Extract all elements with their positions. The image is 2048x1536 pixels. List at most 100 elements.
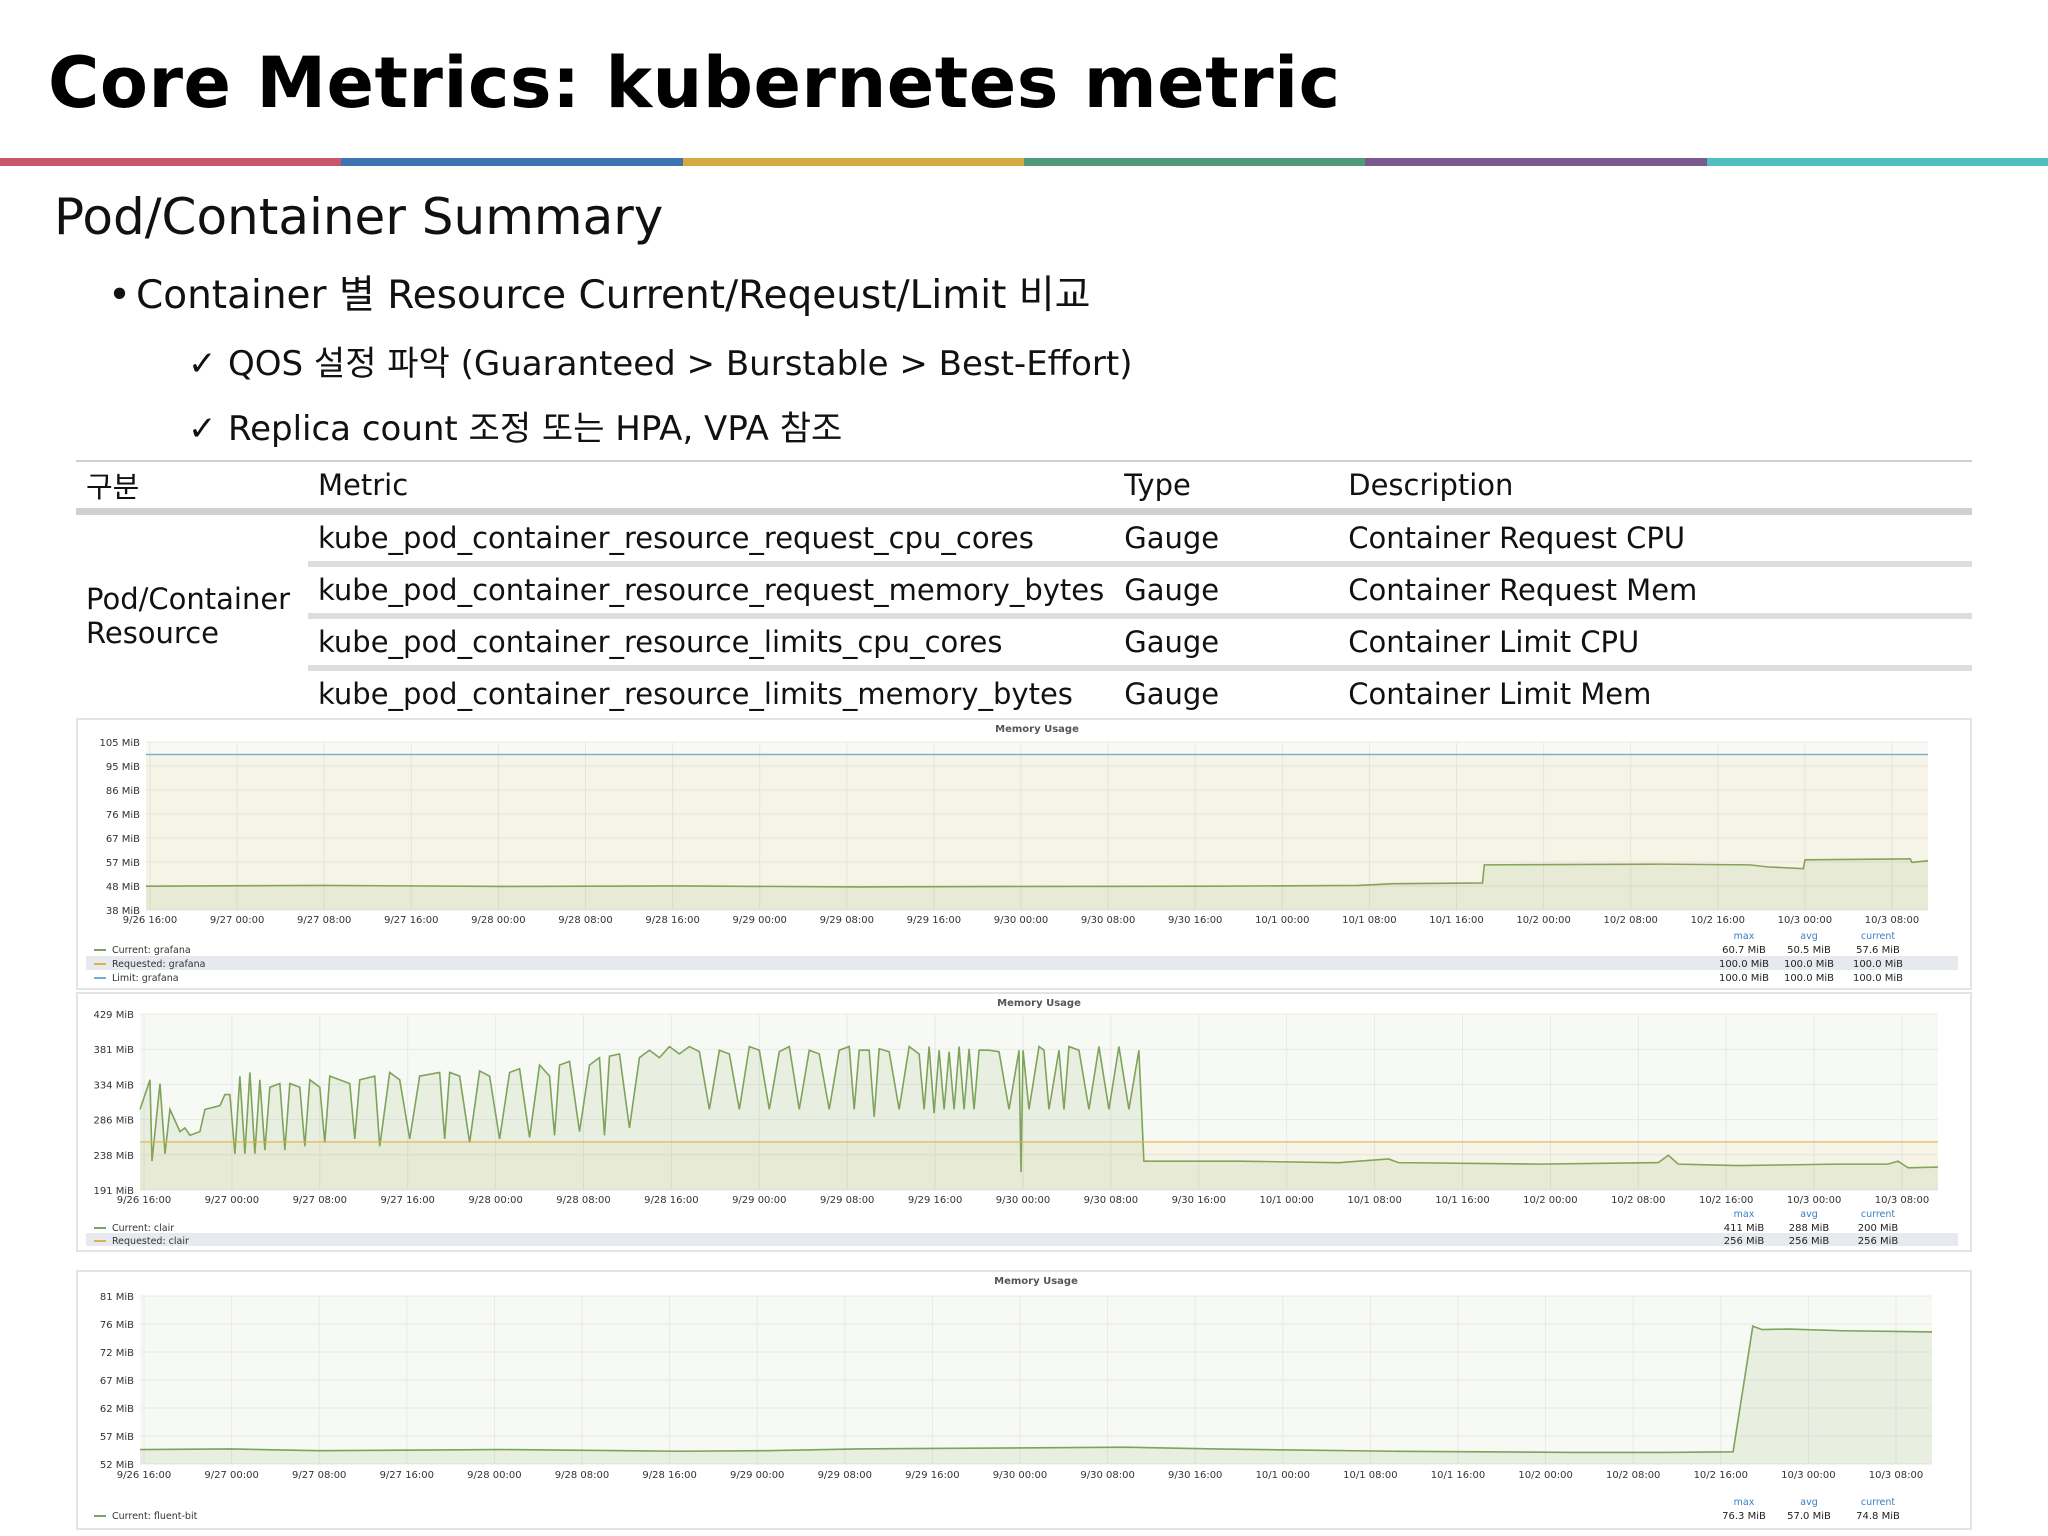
x-tick-label: 9/26 16:00 bbox=[117, 1470, 171, 1481]
chart-panel-grafana: Memory Usage 105 MiB 95 MiB 86 MiB 76 MiB 67 … bbox=[76, 718, 1972, 990]
y-tick-label: 381 MiB bbox=[93, 1045, 134, 1056]
description-cell: Container Request Mem bbox=[1338, 564, 1972, 619]
check-text: Replica count 조정 또는 HPA, VPA 참조 bbox=[228, 409, 843, 449]
legend-row-bg bbox=[86, 956, 1958, 970]
x-tick-label: 10/2 08:00 bbox=[1611, 1195, 1665, 1206]
legend-label: Limit: grafana bbox=[112, 973, 179, 984]
x-tick-label: 9/27 16:00 bbox=[380, 1470, 434, 1481]
x-tick-label: 9/30 08:00 bbox=[1084, 1195, 1138, 1206]
color-bar-segment-0 bbox=[0, 158, 342, 166]
x-tick-label: 10/2 00:00 bbox=[1518, 1470, 1572, 1481]
x-tick-label: 9/28 16:00 bbox=[642, 1470, 696, 1481]
check-item-qos: ✓ QOS 설정 파악 (Guaranteed > Burstable > Bes… bbox=[188, 336, 1132, 385]
stat-header: max bbox=[1734, 1497, 1755, 1508]
x-tick-label: 10/3 00:00 bbox=[1787, 1195, 1841, 1206]
series-area-requested bbox=[140, 1141, 1938, 1190]
x-tick-label: 9/27 00:00 bbox=[205, 1195, 259, 1206]
x-tick-label: 10/1 16:00 bbox=[1435, 1195, 1489, 1206]
type-cell: Gauge bbox=[1114, 616, 1339, 671]
y-tick-label: 67 MiB bbox=[106, 834, 140, 845]
table-row: kube_pod_container_resource_limits_memor… bbox=[76, 668, 1972, 717]
x-tick-label: 10/1 00:00 bbox=[1256, 1470, 1310, 1481]
legend-stat-value: 256 MiB bbox=[1789, 1236, 1830, 1247]
x-tick-label: 10/3 08:00 bbox=[1875, 1195, 1929, 1206]
legend-stat-value: 57.6 MiB bbox=[1856, 945, 1900, 956]
x-tick-label: 9/28 00:00 bbox=[467, 1470, 521, 1481]
description-cell: Container Limit Mem bbox=[1348, 677, 1652, 711]
x-tick-label: 9/29 08:00 bbox=[820, 1195, 874, 1206]
color-bar-segment-4 bbox=[1365, 158, 1707, 166]
x-tick-label: 9/29 08:00 bbox=[818, 1470, 872, 1481]
stat-header: current bbox=[1861, 1497, 1896, 1508]
x-tick-label: 10/1 08:00 bbox=[1347, 1195, 1401, 1206]
x-tick-label: 9/29 16:00 bbox=[907, 915, 961, 926]
x-tick-label: 10/2 16:00 bbox=[1699, 1195, 1753, 1206]
y-tick-label: 38 MiB bbox=[106, 906, 140, 917]
x-tick-label: 9/28 16:00 bbox=[644, 1195, 698, 1206]
x-tick-label: 9/29 16:00 bbox=[905, 1470, 959, 1481]
legend-stat-value: 256 MiB bbox=[1858, 1236, 1899, 1247]
x-tick-label: 9/29 08:00 bbox=[820, 915, 874, 926]
color-bar-segment-5 bbox=[1706, 158, 2048, 166]
check-text: QOS 설정 파악 (Guaranteed > Burstable > Best… bbox=[228, 344, 1133, 384]
x-tick-label: 10/1 00:00 bbox=[1259, 1195, 1313, 1206]
y-tick-label: 86 MiB bbox=[106, 786, 140, 797]
metric-cell: kube_pod_container_resource_limits_cpu_c… bbox=[308, 616, 1115, 671]
x-tick-label: 9/27 00:00 bbox=[210, 915, 264, 926]
legend-stat-value: 100.0 MiB bbox=[1719, 973, 1769, 984]
stat-header: avg bbox=[1800, 1209, 1817, 1220]
x-tick-label: 9/28 00:00 bbox=[468, 1195, 522, 1206]
y-tick-label: 334 MiB bbox=[93, 1080, 134, 1091]
x-tick-label: 9/27 00:00 bbox=[204, 1470, 258, 1481]
x-tick-label: 10/1 08:00 bbox=[1343, 1470, 1397, 1481]
x-tick-label: 10/2 00:00 bbox=[1523, 1195, 1577, 1206]
x-tick-label: 10/3 08:00 bbox=[1869, 1470, 1923, 1481]
legend-stat-value: 50.5 MiB bbox=[1787, 945, 1831, 956]
series-line-current bbox=[139, 1045, 1939, 1173]
x-tick-label: 10/2 08:00 bbox=[1606, 1470, 1660, 1481]
x-tick-label: 10/3 00:00 bbox=[1781, 1470, 1835, 1481]
type-cell: Gauge bbox=[1114, 511, 1339, 567]
chart-title: Memory Usage bbox=[994, 1276, 1078, 1287]
series-area-requested bbox=[146, 754, 1928, 910]
legend-stat-value: 57.0 MiB bbox=[1787, 1511, 1831, 1522]
legend-row-bg bbox=[86, 1233, 1958, 1246]
y-tick-label: 57 MiB bbox=[106, 858, 140, 869]
bullet-text: Container 별 Resource Current/Reqeust/Lim… bbox=[136, 273, 1091, 318]
y-tick-label: 105 MiB bbox=[99, 738, 140, 749]
header-description: Description bbox=[1338, 460, 1972, 515]
y-tick-label: 57 MiB bbox=[100, 1432, 134, 1443]
memory-usage-chart-fluent-bit: Memory Usage 81 MiB 76 MiB 72 MiB 67 MiB 62 M… bbox=[94, 1276, 1933, 1522]
x-tick-label: 10/2 16:00 bbox=[1691, 915, 1745, 926]
check-icon: ✓ bbox=[188, 344, 217, 384]
x-tick-label: 9/30 08:00 bbox=[1081, 915, 1135, 926]
color-bar-segment-1 bbox=[341, 158, 683, 166]
header-type: Type bbox=[1114, 460, 1339, 515]
chart-title: Memory Usage bbox=[997, 998, 1081, 1009]
legend-stat-value: 100.0 MiB bbox=[1784, 973, 1834, 984]
table-row: Pod/Container Resource kube_pod_containe… bbox=[76, 511, 1972, 650]
y-tick-label: 52 MiB bbox=[100, 1460, 134, 1471]
description-cell: Container Request CPU bbox=[1338, 511, 1972, 567]
stat-header: max bbox=[1734, 931, 1755, 942]
legend-label: Requested: grafana bbox=[112, 959, 205, 970]
type-cell: Gauge bbox=[1124, 677, 1220, 711]
memory-usage-chart-grafana: Memory Usage 105 MiB 95 MiB 86 MiB 76 MiB 67 … bbox=[86, 724, 1958, 984]
check-item-replica: ✓ Replica count 조정 또는 HPA, VPA 참조 bbox=[188, 401, 842, 450]
legend-stat-value: 100.0 MiB bbox=[1719, 959, 1769, 970]
bullet-item: • Container 별 Resource Current/Reqeust/Li… bbox=[108, 264, 1091, 320]
x-tick-label: 9/28 16:00 bbox=[645, 915, 699, 926]
y-tick-label: 95 MiB bbox=[106, 762, 140, 773]
x-tick-label: 9/30 16:00 bbox=[1172, 1195, 1226, 1206]
table-row: kube_pod_container_resource_limits_cpu_c… bbox=[76, 616, 1972, 671]
color-bar bbox=[0, 158, 2048, 166]
table-row: kube_pod_container_resource_request_memo… bbox=[76, 564, 1972, 619]
metric-cell: kube_pod_container_resource_request_memo… bbox=[308, 564, 1115, 619]
series-area-current bbox=[140, 1046, 1938, 1190]
stat-header: avg bbox=[1800, 1497, 1817, 1508]
x-tick-label: 9/27 08:00 bbox=[292, 1470, 346, 1481]
color-bar-segment-2 bbox=[682, 158, 1024, 166]
metric-cell: kube_pod_container_resource_request_cpu_… bbox=[308, 511, 1115, 567]
x-tick-label: 10/3 08:00 bbox=[1865, 915, 1919, 926]
legend-stat-value: 100.0 MiB bbox=[1853, 959, 1903, 970]
